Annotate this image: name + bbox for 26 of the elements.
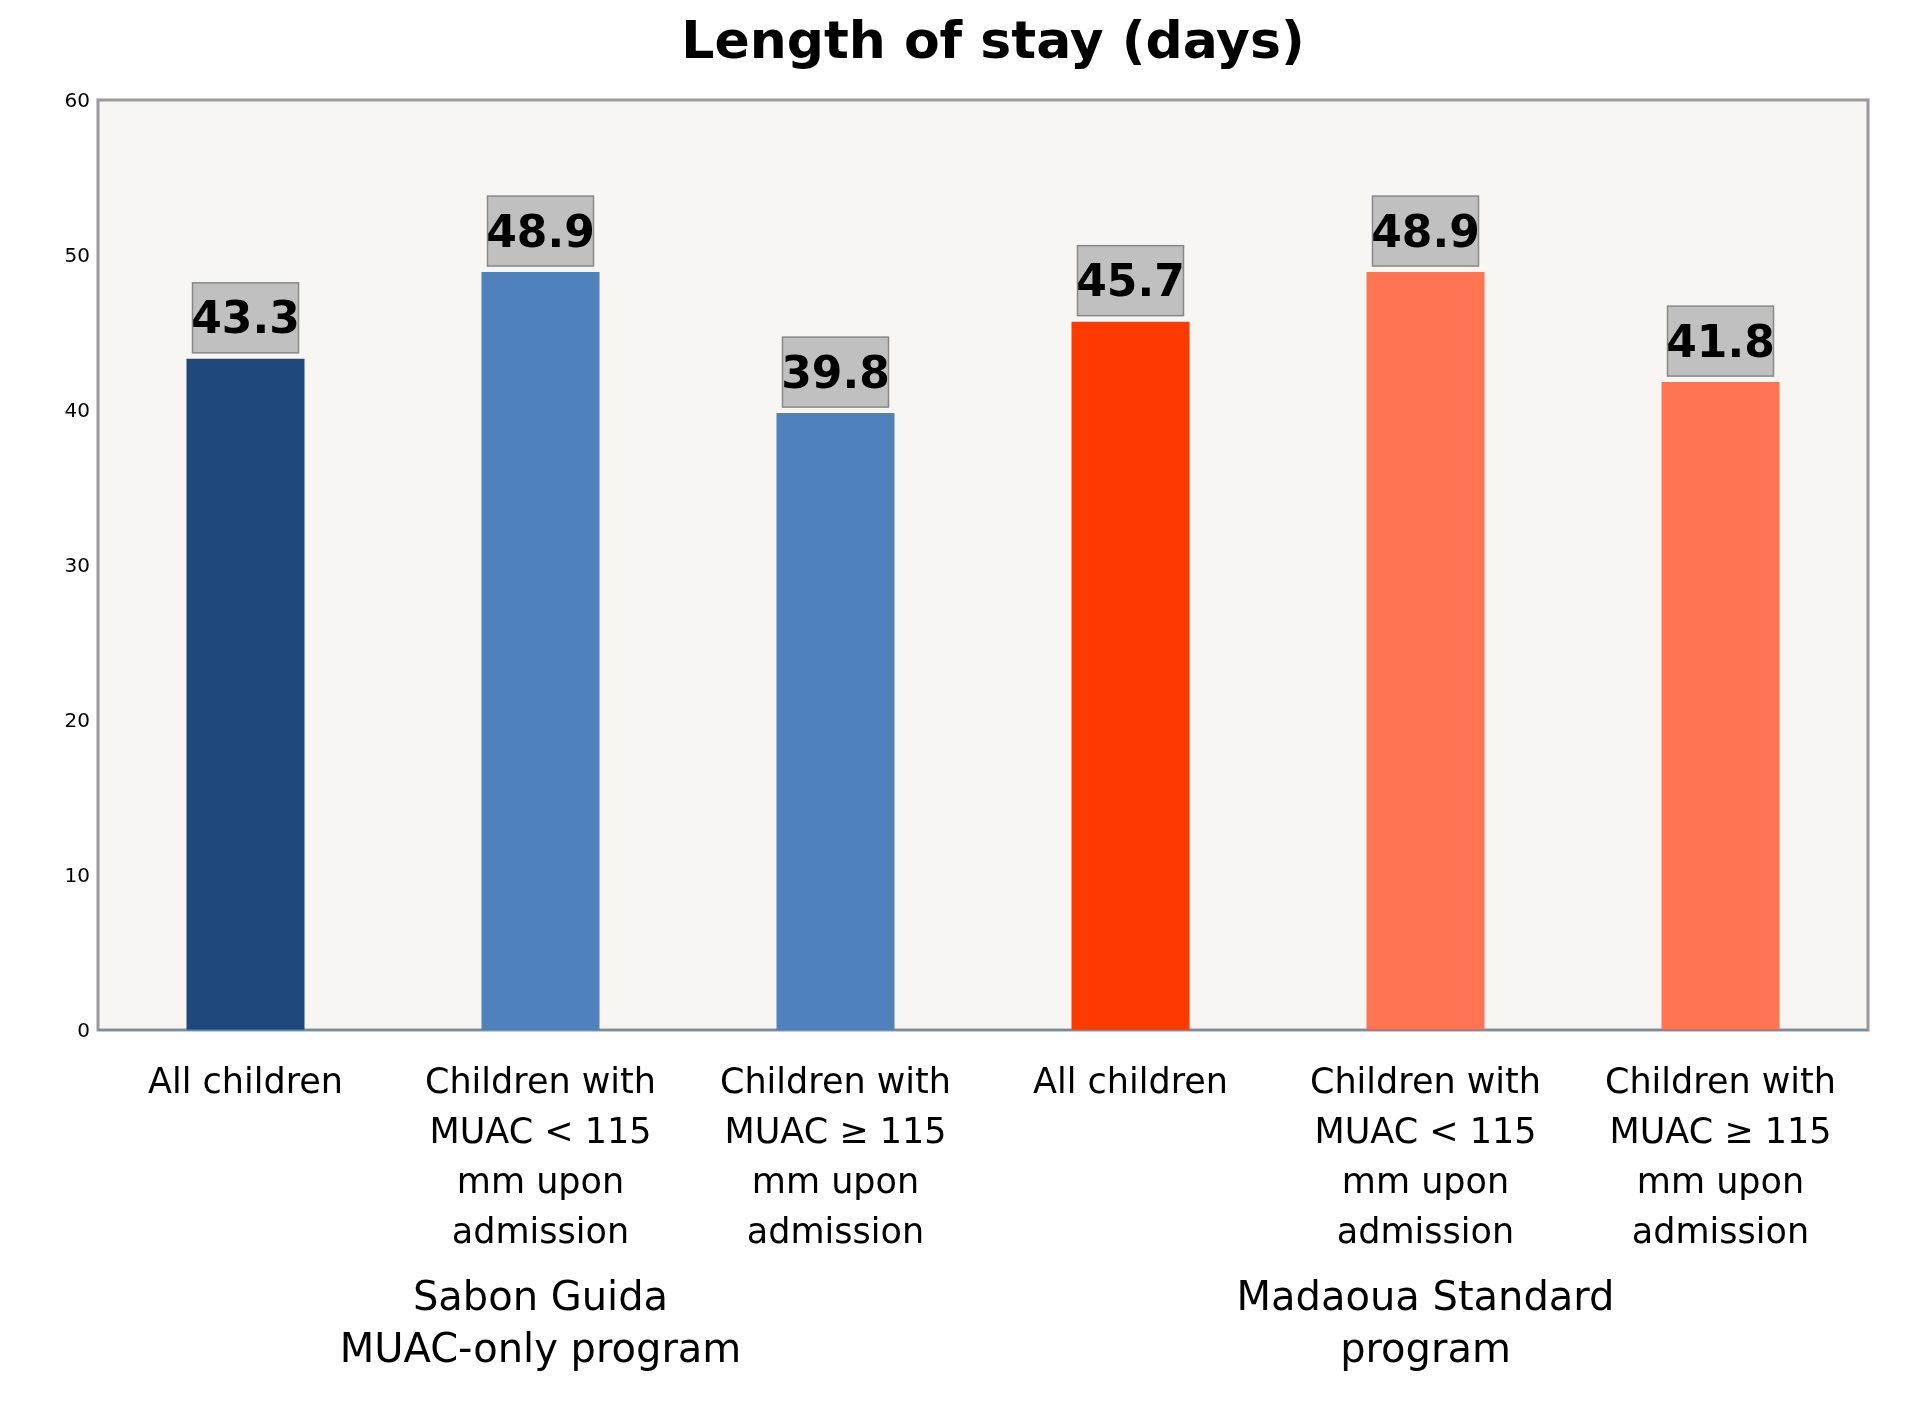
x-tick-label: Children with MUAC ≥ 115 mm upon admission [719,1061,952,1251]
data-label: 39.8 [781,346,890,398]
y-tick-label: 0 [77,1018,90,1043]
y-tick-label: 10 [64,863,90,888]
bar [186,358,305,1030]
y-tick-label: 30 [64,553,90,578]
text: Madaoua Standard program [1235,1272,1616,1373]
y-tick-label: 20 [64,708,90,733]
x-tick-label: Children with MUAC < 115 mm upon admission [424,1061,657,1251]
y-tick-label: 60 [64,88,90,113]
data-label: 48.9 [1371,205,1480,257]
x-tick-label: Children with MUAC < 115 mm upon admission [1309,1061,1542,1251]
bar [1366,272,1485,1030]
text: Sabon Guida MUAC-only program [338,1272,743,1373]
x-tick-label: Children with MUAC ≥ 115 mm upon admission [1604,1061,1837,1251]
data-label: 43.3 [191,292,300,344]
data-label: 48.9 [486,205,595,257]
y-tick-label: 50 [64,243,90,268]
x-tick-label: All children [148,1061,343,1101]
bar [1071,321,1190,1030]
y-tick-label: 40 [64,398,90,423]
chart-title: Length of stay (days) [680,10,1306,70]
x-tick-label: All children [1033,1061,1228,1101]
data-label: 45.7 [1076,255,1185,307]
data-label: 41.8 [1666,315,1775,367]
bar [1661,382,1780,1030]
